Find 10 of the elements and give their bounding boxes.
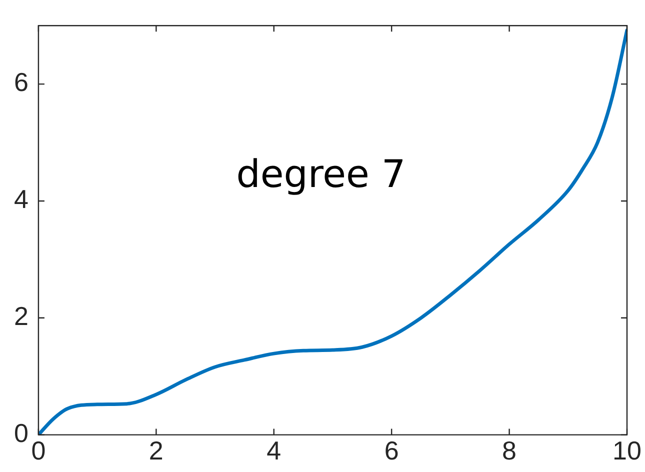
line-series xyxy=(38,28,627,435)
x-tick-label: 2 xyxy=(148,436,164,466)
y-tick-label: 6 xyxy=(14,67,28,98)
x-tick-label: 8 xyxy=(502,436,517,466)
x-tick-label: 10 xyxy=(612,436,642,466)
annotation: degree 7 xyxy=(236,152,406,196)
x-tick-label: 4 xyxy=(266,436,282,466)
y-tick-label: 2 xyxy=(14,301,28,332)
y-tick-label: 4 xyxy=(14,184,28,214)
x-tick-label: 6 xyxy=(384,436,399,466)
